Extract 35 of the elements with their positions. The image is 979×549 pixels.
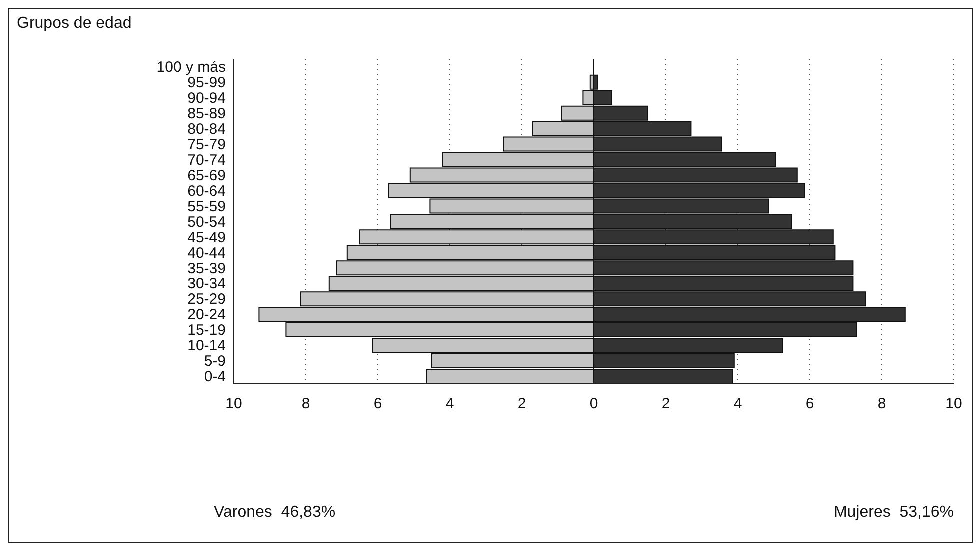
x-tick-label: 4 — [446, 396, 454, 413]
y-tick-label: 15-19 — [188, 322, 226, 340]
x-tick-label: 4 — [734, 396, 742, 413]
y-tick-label: 60-64 — [188, 182, 226, 200]
x-tick-label: 6 — [806, 396, 814, 413]
y-tick-label: 30-34 — [188, 276, 226, 293]
x-tick-label: 10 — [226, 396, 242, 413]
y-tick-label: 0-4 — [204, 368, 226, 386]
x-tick-label: 2 — [518, 396, 526, 413]
x-tick-label: 8 — [878, 396, 886, 413]
y-tick-label: 55-59 — [188, 198, 226, 216]
y-tick-label: 5-9 — [204, 353, 226, 370]
y-tick-label: 70-74 — [188, 152, 226, 169]
y-tick-label: 75-79 — [188, 136, 226, 154]
x-tick-label: 0 — [590, 396, 598, 413]
y-tick-label: 45-49 — [188, 229, 226, 246]
y-tick-label: 100 y más — [156, 59, 226, 76]
x-tick-label: 2 — [662, 396, 670, 413]
y-tick-label: 25-29 — [188, 291, 226, 308]
y-tick-label: 20-24 — [188, 306, 226, 324]
x-tick-label: 8 — [302, 396, 310, 413]
x-tick-label: 6 — [374, 396, 382, 413]
y-tick-label: 90-94 — [188, 90, 226, 108]
x-tick-label: 10 — [946, 396, 962, 413]
y-tick-label: 85-89 — [188, 105, 226, 122]
text: Varones 46,83% — [214, 504, 336, 522]
y-tick-label: 95-99 — [188, 74, 226, 92]
y-tick-label: 35-39 — [188, 260, 226, 278]
y-tick-label: 40-44 — [188, 244, 226, 262]
y-tick-label: 80-84 — [188, 120, 226, 138]
y-tick-label: 10-14 — [188, 338, 226, 355]
y-tick-label: 65-69 — [188, 167, 226, 184]
text: Mujeres 53,16% — [834, 504, 954, 522]
y-tick-label: 50-54 — [188, 214, 226, 231]
y-axis-title: Grupos de edad — [17, 15, 132, 33]
